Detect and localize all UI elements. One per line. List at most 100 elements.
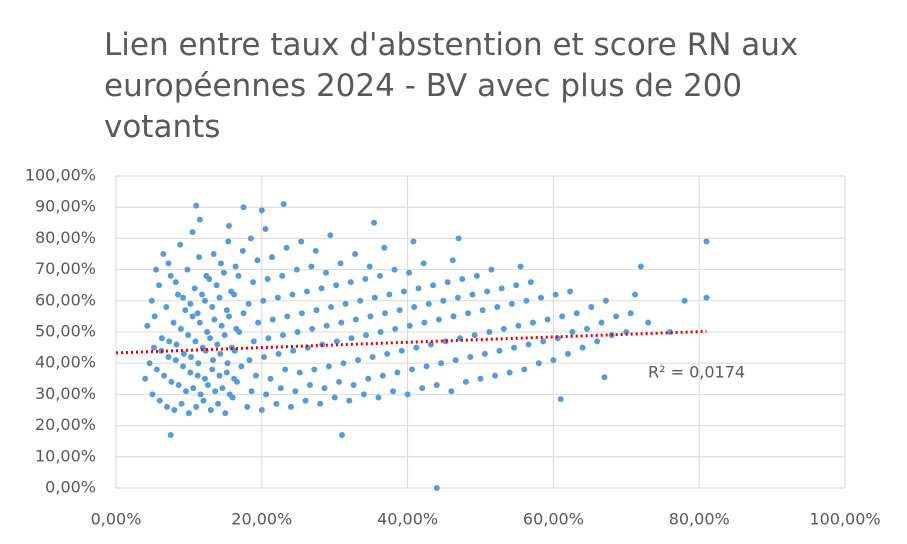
point <box>219 385 226 392</box>
point <box>430 282 437 289</box>
point <box>311 366 318 373</box>
point <box>309 325 316 332</box>
point <box>362 275 369 282</box>
point <box>244 403 251 410</box>
point <box>564 350 571 357</box>
point <box>406 322 413 329</box>
point <box>232 263 239 270</box>
point <box>160 251 167 257</box>
point <box>400 288 407 295</box>
y-tick-label: 40,00% <box>35 353 96 372</box>
point <box>201 297 208 304</box>
point <box>376 272 383 279</box>
x-tick-label: 20,00% <box>231 510 292 529</box>
point <box>146 360 153 367</box>
point <box>583 325 590 332</box>
point <box>174 291 181 298</box>
x-tick-label: 0,00% <box>91 510 142 529</box>
point <box>197 391 204 398</box>
point <box>382 310 389 317</box>
point <box>206 275 213 282</box>
y-tick-label: 50,00% <box>35 322 96 341</box>
point <box>379 372 386 379</box>
point <box>199 291 206 298</box>
point <box>573 310 580 317</box>
point <box>167 272 174 279</box>
point <box>167 431 174 438</box>
title-line: Lien entre taux d'abstention et score RN… <box>104 27 798 63</box>
point <box>449 257 456 264</box>
point <box>224 360 231 367</box>
point <box>554 335 561 342</box>
point <box>623 329 630 335</box>
point <box>194 372 201 379</box>
point <box>250 338 257 345</box>
point <box>207 407 214 413</box>
point <box>477 375 484 382</box>
point <box>245 300 252 307</box>
x-tick-label: 40,00% <box>377 510 438 529</box>
point <box>473 272 480 279</box>
point <box>506 369 513 376</box>
point <box>371 219 378 226</box>
point <box>223 369 230 376</box>
y-tick-label: 70,00% <box>35 259 96 278</box>
point <box>348 335 355 342</box>
point <box>172 357 179 364</box>
point <box>187 369 194 376</box>
point <box>221 332 228 339</box>
point <box>265 335 272 342</box>
point <box>538 294 545 301</box>
point <box>363 332 370 339</box>
point <box>337 260 344 267</box>
point <box>377 329 384 335</box>
point <box>588 304 595 311</box>
point <box>204 329 211 335</box>
point <box>217 260 224 267</box>
point <box>594 338 601 345</box>
point <box>240 204 247 211</box>
point <box>189 229 196 236</box>
point <box>166 338 173 345</box>
point <box>438 360 445 367</box>
point <box>398 347 405 354</box>
point <box>371 294 378 301</box>
point <box>321 385 328 392</box>
point <box>448 388 455 395</box>
point <box>216 294 223 301</box>
point <box>235 272 242 279</box>
point <box>258 207 265 214</box>
y-tick-label: 90,00% <box>35 197 96 216</box>
point <box>229 394 236 401</box>
point <box>290 347 297 354</box>
point <box>212 388 219 395</box>
point <box>598 319 605 326</box>
point <box>317 400 324 407</box>
point <box>404 391 411 398</box>
point <box>544 316 551 323</box>
point <box>200 397 207 404</box>
point <box>406 269 413 276</box>
point <box>274 294 281 301</box>
point <box>187 300 194 307</box>
point <box>440 297 447 304</box>
y-tick-label: 0,00% <box>45 478 96 497</box>
point <box>471 332 478 339</box>
point <box>467 353 474 360</box>
point <box>149 391 156 398</box>
point <box>469 291 476 298</box>
point <box>275 350 282 357</box>
point <box>163 304 170 311</box>
point <box>190 385 197 392</box>
title-line: européennes 2024 - BV avec plus de 200 <box>104 68 742 104</box>
point <box>238 363 245 370</box>
point <box>189 313 196 320</box>
point <box>148 297 155 304</box>
point <box>292 388 299 395</box>
point <box>209 357 216 364</box>
point <box>347 279 354 286</box>
point <box>420 260 427 267</box>
point <box>156 282 163 289</box>
point <box>479 307 486 314</box>
